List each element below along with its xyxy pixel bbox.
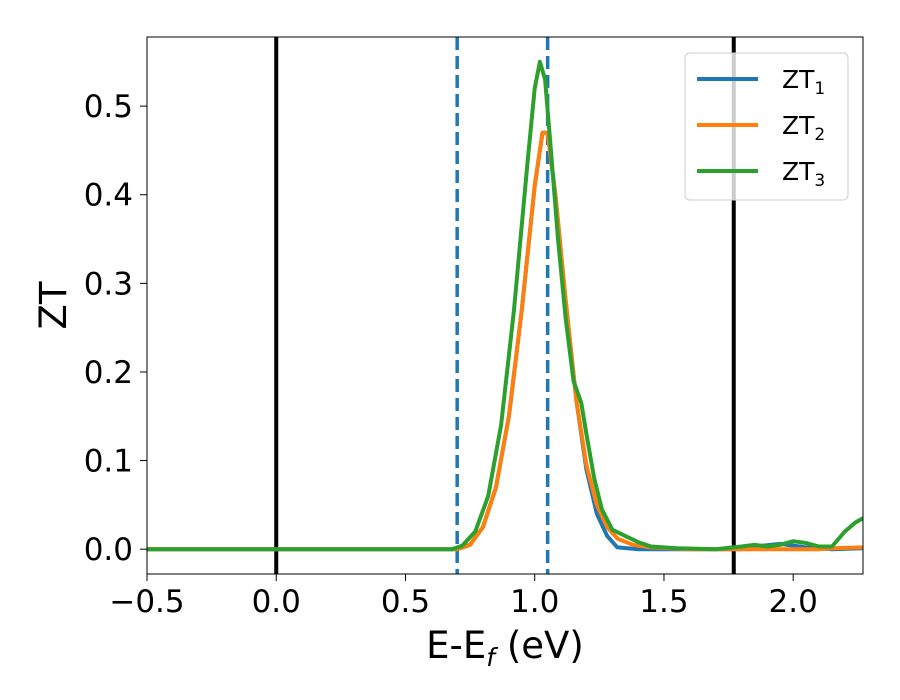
y-tick-label: 0.0 [84,532,133,568]
y-axis-label: ZT [32,281,75,329]
legend: ZT1 ZT2 ZT3 [684,52,849,201]
series-lines [147,59,863,552]
y-axis-ticks: 0.0 0.1 0.2 0.3 0.4 0.5 [84,89,147,568]
x-tick-label: 0.5 [381,584,430,620]
legend-label-zt2: ZT2 [782,111,825,145]
x-tick-label: 0.0 [252,584,301,620]
x-tick-label: 1.5 [639,584,688,620]
x-tick-label: 2.0 [769,584,818,620]
y-tick-label: 0.5 [84,89,133,125]
plot-frame [146,36,864,575]
legend-label-zt1: ZT1 [782,65,825,99]
y-tick-label: 0.1 [84,444,133,480]
y-tick-label: 0.4 [84,178,133,214]
y-tick-label: 0.3 [84,266,133,302]
x-axis-ticks: −0.5 0.0 0.5 1.0 1.5 2.0 [109,574,818,620]
legend-box [684,52,849,201]
legend-label-zt3: ZT3 [782,157,825,191]
x-axis-label: E-Ef (eV) [426,624,584,672]
x-tick-label: −0.5 [109,584,184,620]
vertical-reference-lines [274,37,736,574]
series-line-zt3 [147,59,863,552]
y-tick-label: 0.2 [84,355,133,391]
x-tick-label: 1.0 [510,584,559,620]
